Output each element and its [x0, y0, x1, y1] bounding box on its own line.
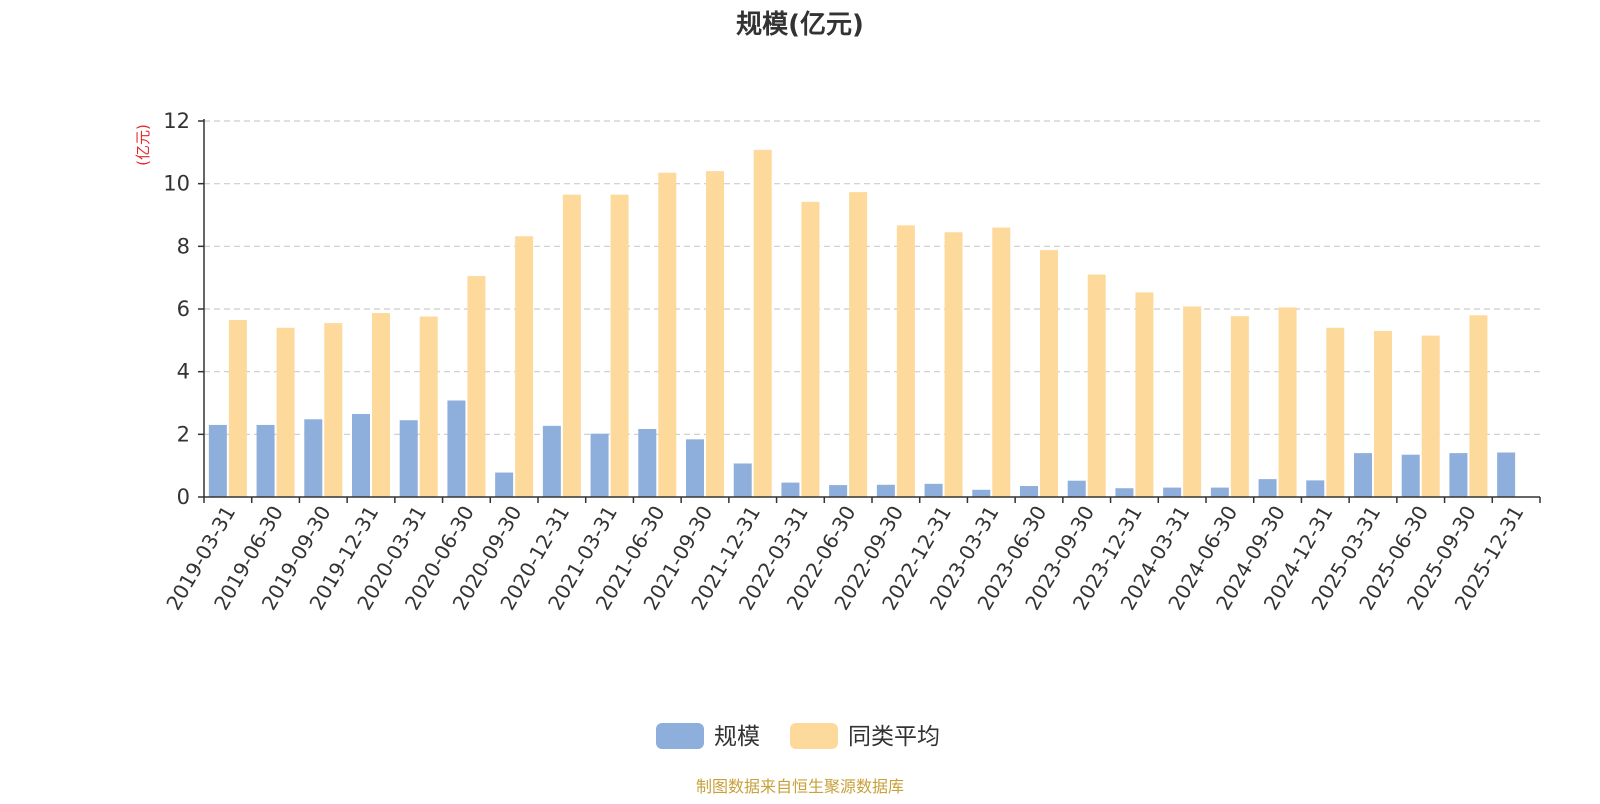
bar	[515, 236, 534, 497]
bar	[1354, 453, 1372, 497]
bar	[1421, 335, 1440, 497]
bar	[658, 172, 677, 497]
bar	[849, 192, 868, 498]
bar	[256, 424, 275, 497]
bar	[876, 484, 895, 497]
legend[interactable]: 规模 同类平均	[656, 723, 940, 750]
bar	[467, 276, 486, 497]
bar	[753, 149, 772, 497]
bar	[562, 194, 581, 497]
y-tick-label: 0	[177, 485, 190, 509]
y-tick-label: 4	[177, 360, 190, 384]
chart-title: 规模(亿元)	[736, 10, 864, 40]
bar	[1326, 327, 1345, 497]
bar	[638, 429, 657, 497]
bar	[1210, 487, 1229, 497]
bar	[276, 327, 295, 497]
bar	[1469, 315, 1488, 497]
y-tick-labels: 0 2 4 6 8 10 12	[163, 109, 204, 509]
bar	[972, 489, 991, 497]
bar	[495, 472, 514, 497]
bar	[896, 225, 915, 497]
bar	[733, 463, 752, 497]
bar	[1306, 480, 1325, 497]
bar	[1163, 487, 1182, 497]
bar	[1135, 292, 1154, 497]
bar	[1278, 307, 1297, 497]
bar	[304, 419, 323, 497]
bar	[1230, 316, 1249, 497]
y-tick-label: 2	[177, 422, 190, 446]
bar	[1449, 453, 1468, 497]
y-axis-label: (亿元)	[134, 124, 152, 166]
bar	[372, 313, 390, 497]
bar	[1115, 488, 1134, 497]
legend-item[interactable]: 规模	[656, 723, 760, 750]
bar	[1067, 480, 1086, 497]
y-tick-label: 6	[177, 297, 190, 321]
bar	[944, 232, 963, 497]
bar	[399, 420, 418, 497]
bar	[590, 433, 609, 497]
bar	[419, 316, 438, 497]
bar	[829, 485, 848, 497]
bar	[1497, 452, 1516, 497]
bar	[542, 425, 561, 497]
bar	[208, 424, 227, 497]
bar	[924, 483, 943, 497]
bar	[610, 194, 629, 497]
bar	[1020, 486, 1038, 497]
bar	[324, 323, 343, 497]
bar	[706, 171, 724, 497]
bar	[1183, 306, 1202, 497]
bar	[228, 319, 247, 497]
legend-item[interactable]: 同类平均	[790, 723, 940, 750]
bar	[1401, 454, 1420, 497]
bar	[686, 439, 704, 497]
bar	[352, 413, 370, 497]
bar	[1258, 479, 1277, 497]
bar	[447, 400, 466, 497]
bar	[992, 227, 1011, 498]
y-tick-label: 8	[177, 234, 190, 258]
legend-label: 规模	[714, 724, 760, 750]
y-tick-label: 12	[163, 109, 190, 133]
bar	[1040, 250, 1058, 497]
bar	[1374, 330, 1392, 497]
bar	[1087, 274, 1106, 497]
legend-swatch	[790, 723, 838, 749]
bar	[801, 201, 820, 497]
legend-label: 同类平均	[848, 724, 940, 750]
y-tick-label: 10	[163, 172, 190, 196]
x-tick-labels: 2019-03-312019-06-302019-09-302019-12-31…	[161, 497, 1541, 614]
bar	[781, 482, 800, 497]
bars	[208, 149, 1516, 498]
legend-swatch	[656, 723, 704, 749]
source-note: 制图数据来自恒生聚源数据库	[696, 777, 904, 796]
